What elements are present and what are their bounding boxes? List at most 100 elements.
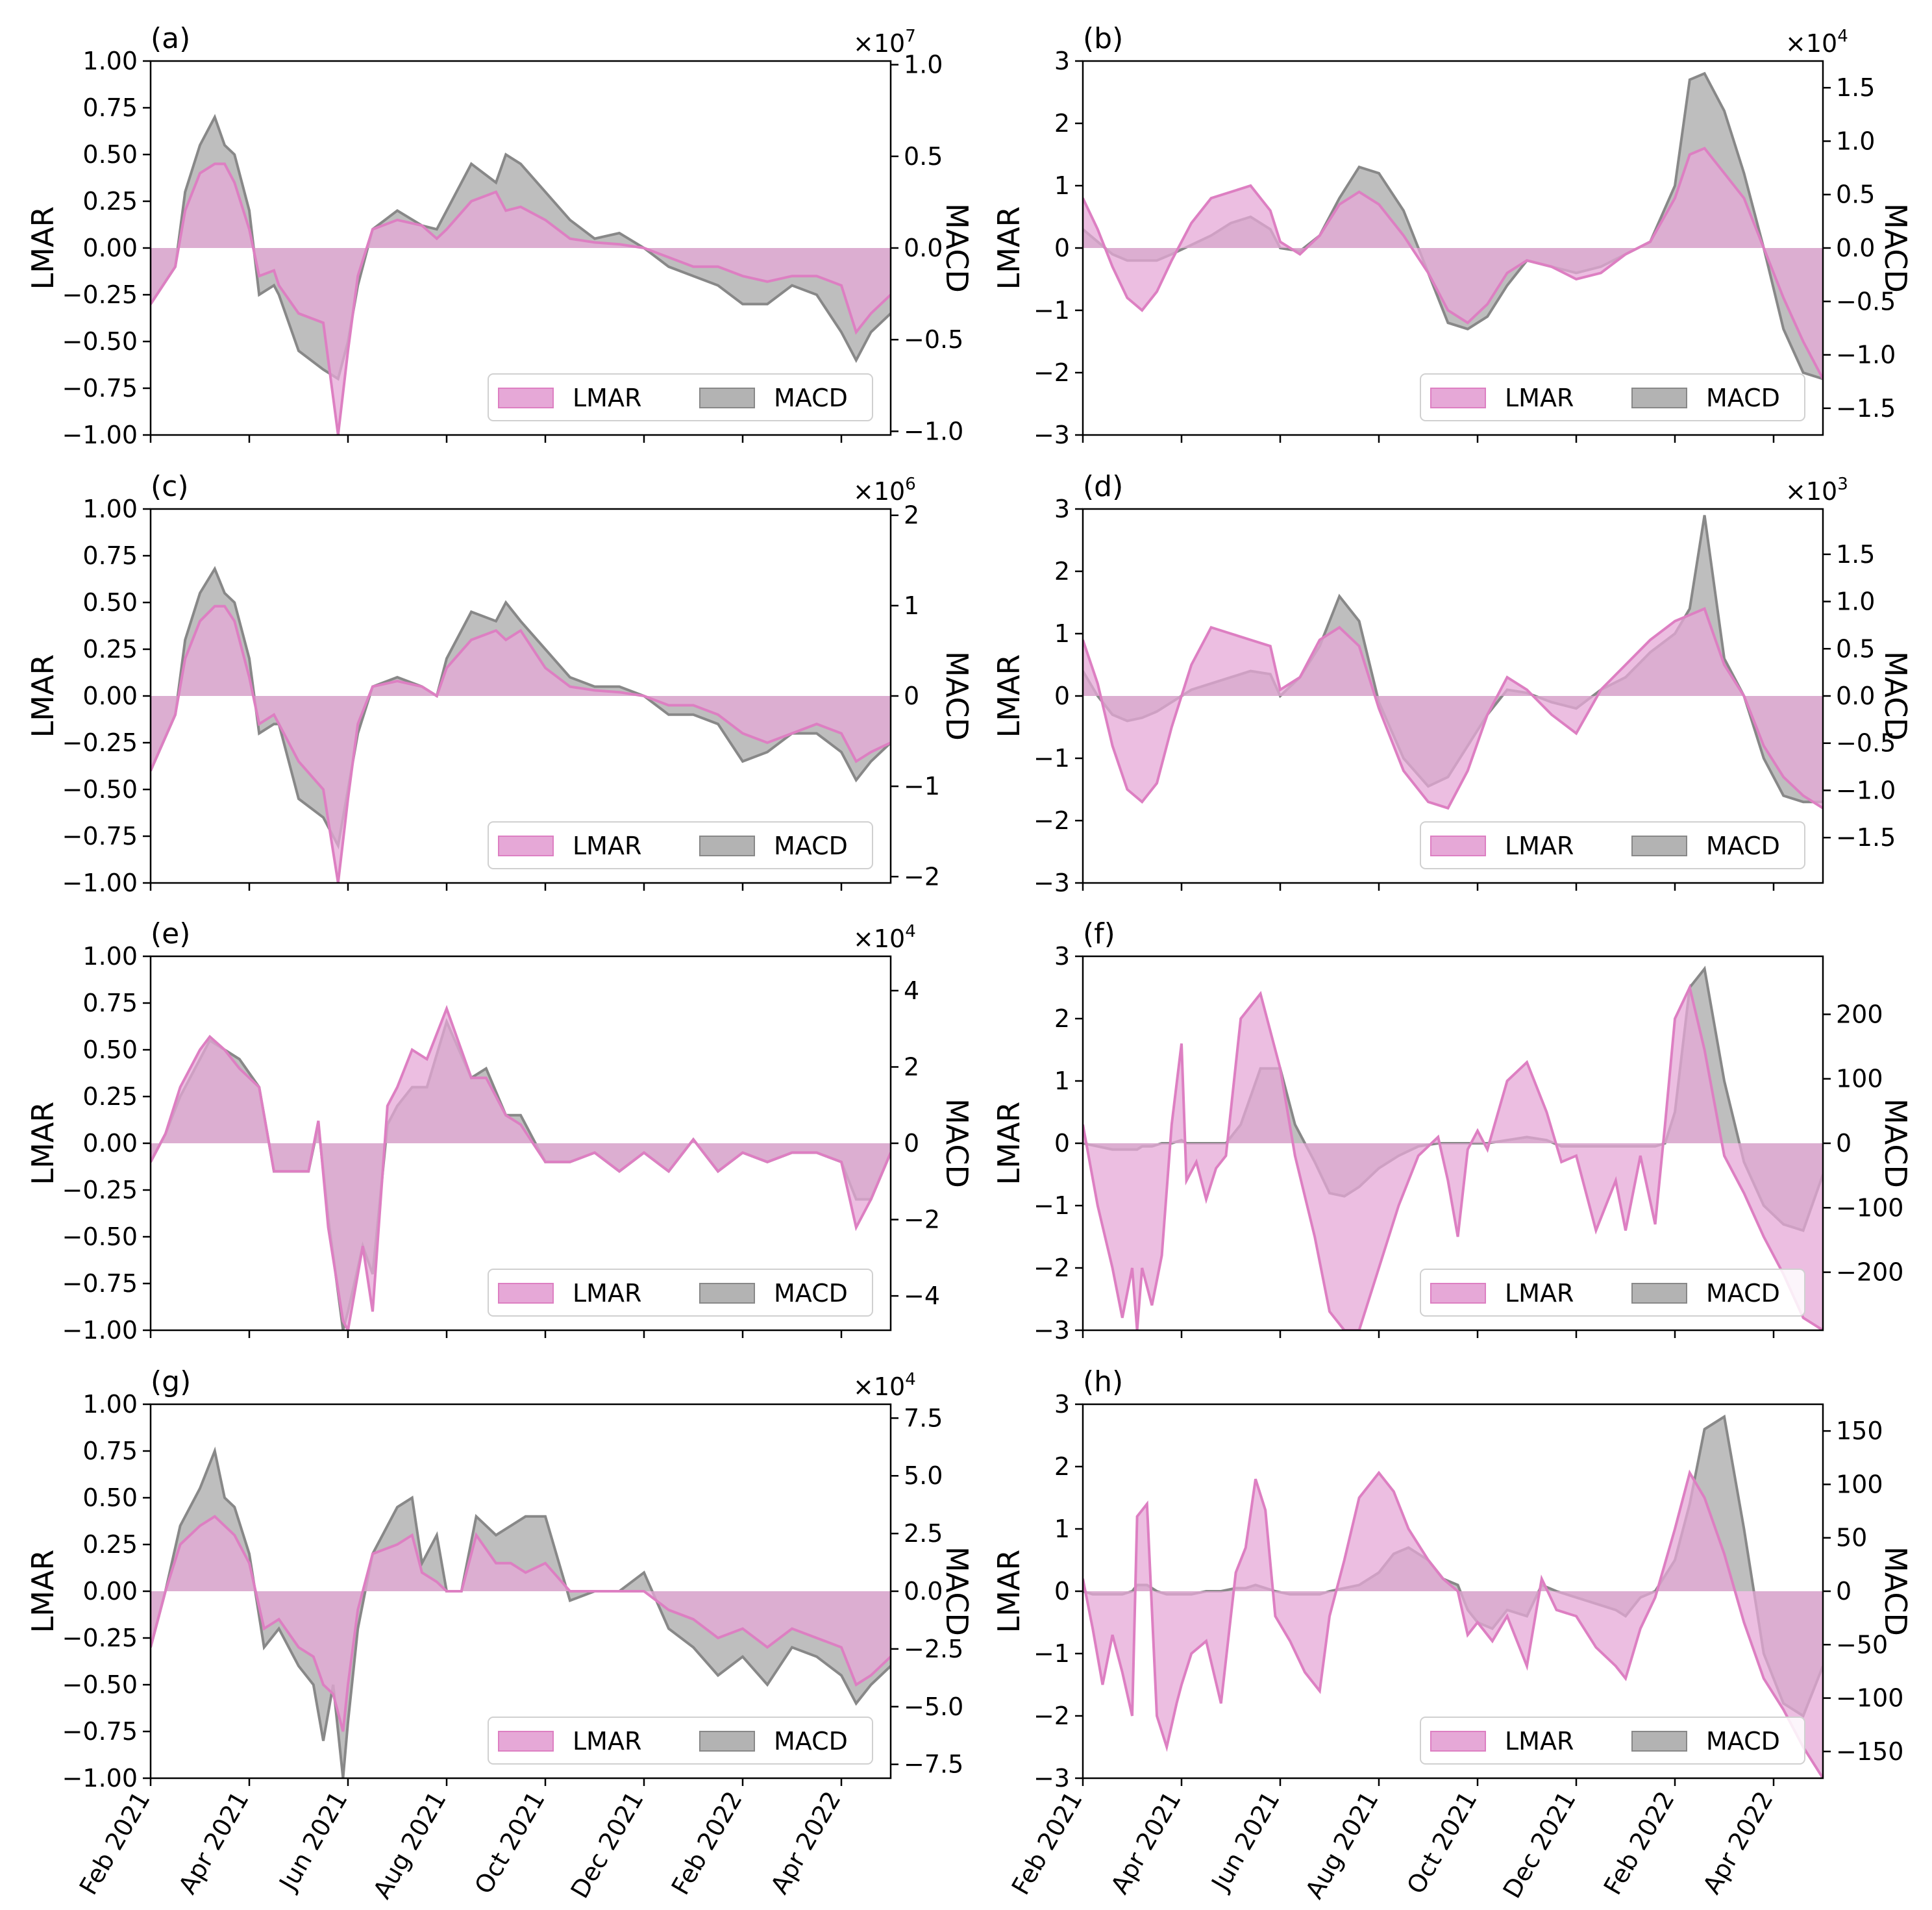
right-tick-label: 2 — [904, 1052, 919, 1081]
left-axis-label: LMAR — [991, 1102, 1026, 1185]
left-tick-label: −2 — [1034, 1254, 1070, 1282]
legend: LMAR MACD — [488, 1717, 873, 1765]
x-tick-label: Oct 2021 — [469, 1787, 550, 1899]
right-tick-label: −1.0 — [904, 417, 963, 445]
left-axis-label: LMAR — [991, 1550, 1026, 1633]
left-axis-label: LMAR — [991, 206, 1026, 290]
chart-panel-c: 1.00 0.75 0.50 0.25 0.00 −0.25 −0.50 −0.75 −1.00… — [25, 470, 974, 897]
right-axis-label: MACD — [939, 1098, 974, 1188]
legend-label-lmar: LMAR — [573, 1727, 641, 1755]
right-tick-label: −0.5 — [1836, 729, 1896, 758]
area-lmar — [151, 1516, 891, 1731]
panel-label: (f) — [1083, 917, 1115, 950]
right-tick-label: 0.0 — [904, 234, 943, 262]
legend-swatch-macd — [699, 1283, 755, 1304]
plot-area — [1083, 515, 1823, 810]
plot-area — [1083, 965, 1823, 1330]
panel-label: (g) — [151, 1365, 191, 1398]
left-tick-label: 0.50 — [82, 1036, 138, 1064]
legend-swatch-macd — [1631, 388, 1687, 408]
legend-label-macd: MACD — [774, 832, 848, 860]
legend-label-lmar: LMAR — [573, 1279, 641, 1308]
panel-label: (c) — [151, 470, 189, 503]
left-tick-label: −0.25 — [62, 1176, 138, 1204]
right-tick-label: 100 — [1836, 1470, 1883, 1498]
x-tick-label: Apr 2022 — [765, 1787, 846, 1899]
left-tick-label: 2 — [1054, 1452, 1070, 1481]
area-lmar — [151, 1008, 891, 1330]
left-tick-label: −1.00 — [62, 421, 138, 449]
x-tick-label: Apr 2021 — [1105, 1787, 1186, 1899]
x-tick-label: Oct 2021 — [1401, 1787, 1482, 1899]
right-tick-label: 1.0 — [1836, 127, 1875, 155]
right-tick-label: 0.5 — [1836, 180, 1875, 209]
right-tick-label: 5.0 — [904, 1461, 943, 1490]
left-tick-label: −2 — [1034, 806, 1070, 835]
right-tick-label: −4 — [904, 1282, 940, 1310]
left-tick-label: 3 — [1054, 1390, 1070, 1419]
right-axis-label: MACD — [1878, 203, 1913, 293]
right-tick-label: 100 — [1836, 1065, 1883, 1093]
legend-label-lmar: LMAR — [1505, 832, 1574, 860]
right-axis-label: MACD — [939, 651, 974, 741]
legend-swatch-macd — [1631, 1283, 1687, 1304]
legend-swatch-macd — [1631, 1731, 1687, 1752]
x-tick-label: Apr 2022 — [1697, 1787, 1778, 1899]
right-tick-label: −1.5 — [1836, 394, 1896, 423]
legend-swatch-lmar — [1430, 388, 1486, 408]
plot-area — [151, 1004, 891, 1330]
legend: LMAR MACD — [1420, 1717, 1805, 1765]
right-axis-label: MACD — [1878, 1546, 1913, 1636]
right-tick-label: −2.5 — [904, 1635, 963, 1663]
left-tick-label: −3 — [1034, 1764, 1070, 1792]
left-tick-label: 1 — [1054, 619, 1070, 648]
legend-swatch-lmar — [1430, 1283, 1486, 1304]
left-tick-label: 0.75 — [82, 989, 138, 1017]
left-tick-label: −0.50 — [62, 327, 138, 356]
area-lmar — [1083, 148, 1823, 379]
plot-area — [1083, 1414, 1823, 1778]
right-tick-label: 50 — [1836, 1524, 1867, 1552]
left-tick-label: −0.75 — [62, 822, 138, 850]
legend-label-lmar: LMAR — [1505, 384, 1574, 412]
legend: LMAR MACD — [488, 373, 873, 421]
right-tick-label: 200 — [1836, 1000, 1883, 1028]
legend-swatch-macd — [699, 388, 755, 408]
x-tick-label: Jun 2021 — [273, 1787, 353, 1896]
line-lmar — [1083, 984, 1823, 1330]
left-tick-label: −0.75 — [62, 374, 138, 403]
left-tick-label: −1.00 — [62, 869, 138, 897]
left-tick-label: 0.75 — [82, 1437, 138, 1465]
left-tick-label: 0.50 — [82, 588, 138, 617]
legend-swatch-macd — [699, 836, 755, 856]
left-tick-label: 0.00 — [82, 682, 138, 710]
legend-label-macd: MACD — [1706, 1279, 1780, 1308]
line-lmar — [1083, 1469, 1823, 1778]
legend-label-lmar: LMAR — [1505, 1727, 1574, 1755]
legend-swatch-lmar — [1430, 836, 1486, 856]
left-tick-label: −1.00 — [62, 1764, 138, 1792]
left-tick-label: 0.25 — [82, 635, 138, 664]
left-tick-label: 0.75 — [82, 541, 138, 570]
right-tick-label: 0.0 — [1836, 682, 1875, 710]
left-tick-label: −3 — [1034, 421, 1070, 449]
right-axis-label: MACD — [939, 203, 974, 293]
legend-label-macd: MACD — [774, 384, 848, 412]
left-tick-label: −0.50 — [62, 1670, 138, 1699]
right-tick-label: −2 — [904, 1206, 940, 1234]
panel-label: (a) — [151, 22, 190, 55]
left-tick-label: −1.00 — [62, 1316, 138, 1345]
legend-swatch-lmar — [498, 1731, 554, 1752]
chart-panel-e: 1.00 0.75 0.50 0.25 0.00 −0.25 −0.50 −0.75 −1.00… — [25, 917, 974, 1345]
left-tick-label: −0.75 — [62, 1717, 138, 1746]
line-lmar — [1083, 606, 1823, 810]
legend-swatch-macd — [1631, 836, 1687, 856]
left-axis-label: LMAR — [25, 1550, 60, 1633]
right-tick-label: −2 — [904, 862, 940, 891]
left-tick-label: −0.50 — [62, 1222, 138, 1251]
axis-multiplier: ×103 — [1785, 475, 1848, 506]
left-tick-label: 1.00 — [82, 942, 138, 971]
right-tick-label: 0 — [1836, 1577, 1852, 1606]
axis-multiplier: ×104 — [1785, 27, 1848, 58]
left-tick-label: 0 — [1054, 1129, 1070, 1158]
